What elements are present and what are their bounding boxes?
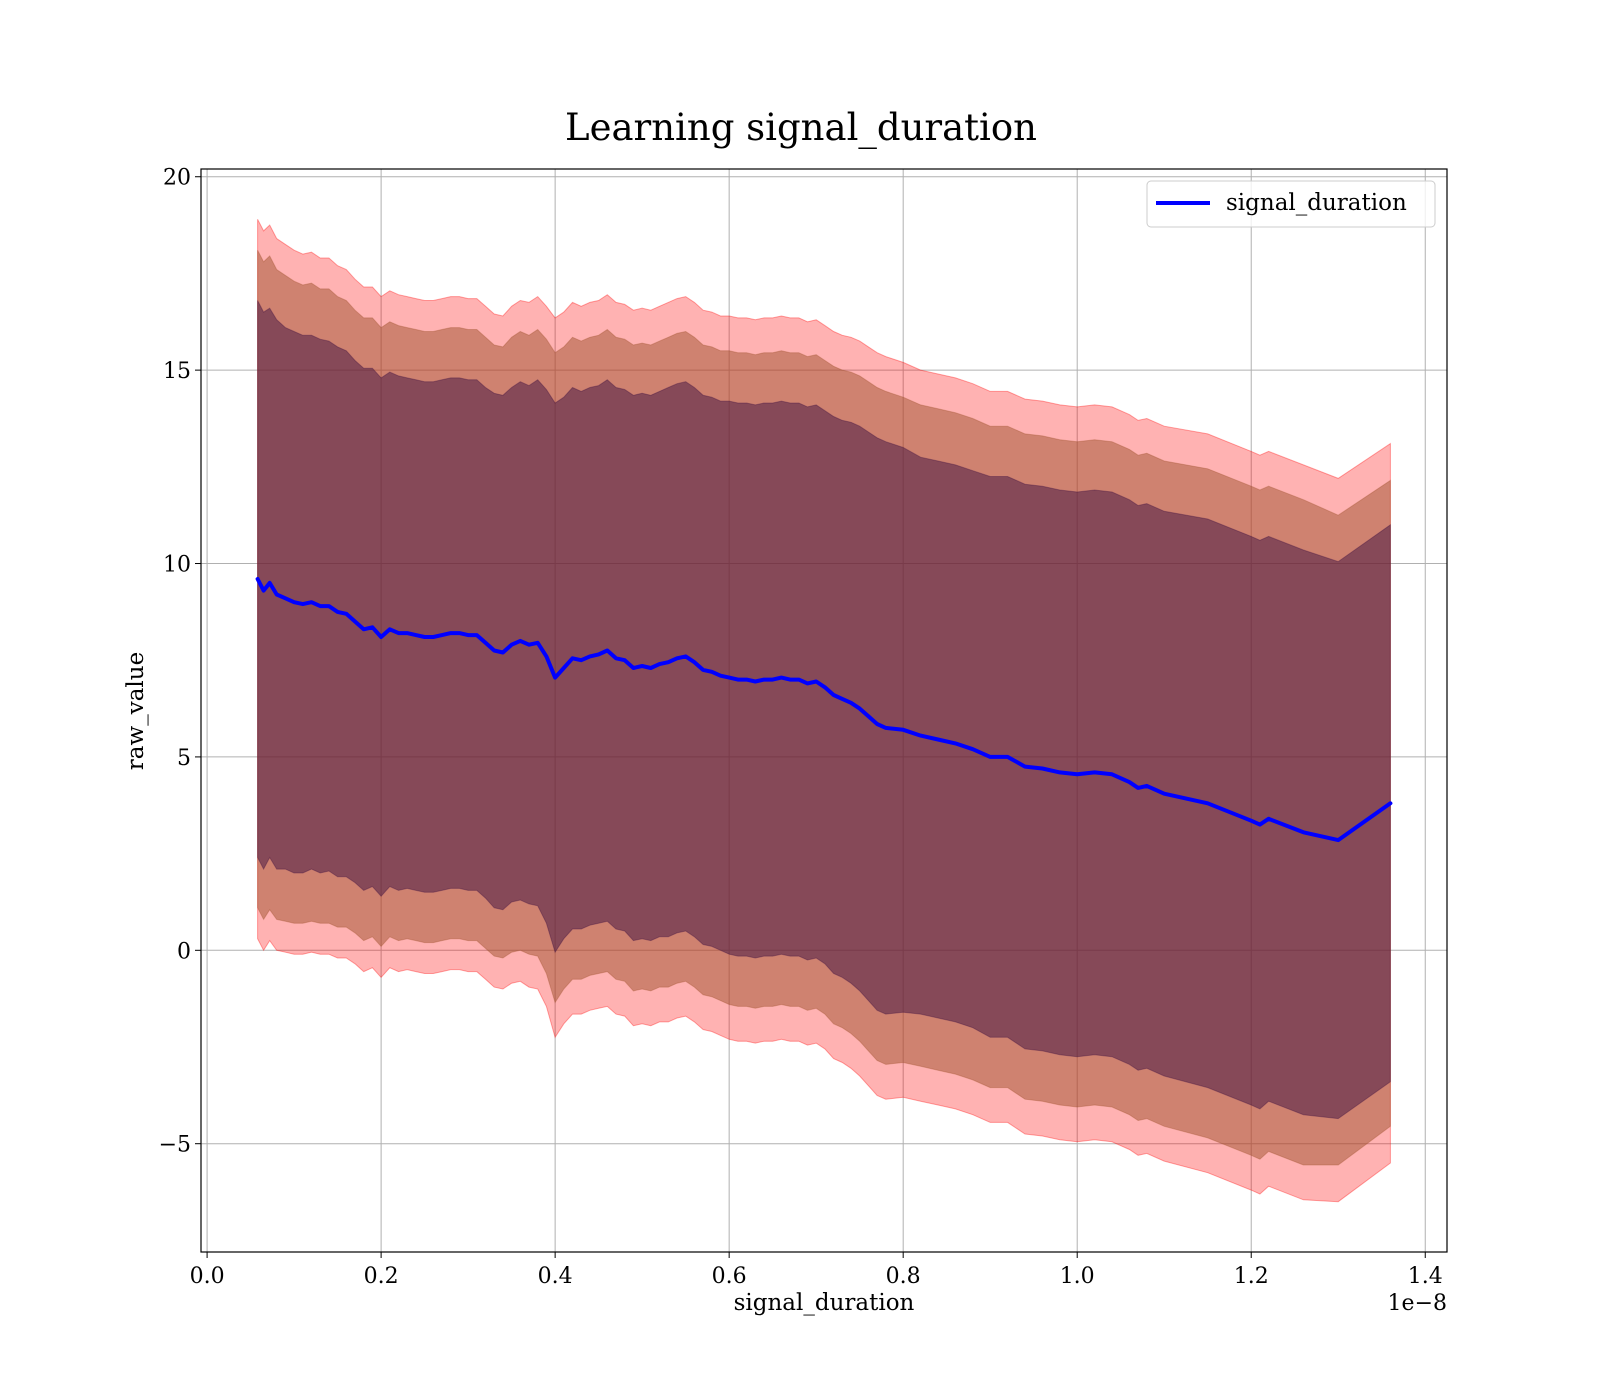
x-axis-offset-label: 1e−8 xyxy=(1388,1291,1447,1316)
y-tick-label: 10 xyxy=(163,553,191,578)
y-tick-label: −5 xyxy=(159,1133,191,1158)
legend-box xyxy=(1146,180,1436,228)
series-lines xyxy=(255,577,1393,843)
x-axis-ticks: 0.0 0.2 0.4 0.6 0.8 1.0 1.2 1.4 xyxy=(190,1252,1443,1289)
x-tick-label: 1.2 xyxy=(1234,1264,1269,1289)
x-tick-label: 0.8 xyxy=(886,1264,921,1289)
y-axis-label: raw_value xyxy=(123,652,149,770)
confidence-bands xyxy=(257,219,1391,1203)
x-tick-label: 0.6 xyxy=(712,1264,747,1289)
chart-title: Learning signal_duration xyxy=(565,106,1037,150)
plot-frame xyxy=(200,168,1448,1253)
y-tick-label: 0 xyxy=(177,939,191,964)
x-tick-label: 1.0 xyxy=(1060,1264,1095,1289)
x-tick-label: 0.4 xyxy=(538,1264,573,1289)
y-tick-label: 15 xyxy=(163,359,191,384)
y-tick-label: 20 xyxy=(163,166,191,191)
legend: signal_duration xyxy=(1146,180,1436,228)
y-axis-ticks: −5 0 5 10 15 20 xyxy=(159,166,201,1158)
x-tick-label: 0.0 xyxy=(190,1264,225,1289)
x-axis-label: signal_duration xyxy=(734,1290,915,1316)
legend-label: signal_duration xyxy=(1226,190,1407,216)
x-tick-label: 0.2 xyxy=(364,1264,399,1289)
x-tick-label: 1.4 xyxy=(1408,1264,1443,1289)
series-line-signal-duration xyxy=(255,577,1393,843)
y-tick-label: 5 xyxy=(177,746,191,771)
band-inner xyxy=(257,300,1391,1120)
